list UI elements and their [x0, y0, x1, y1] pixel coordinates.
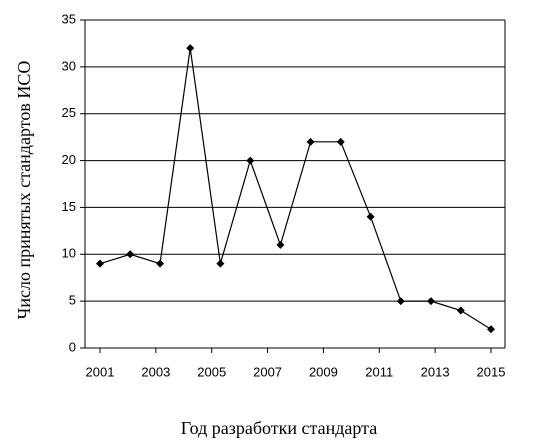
marker [96, 259, 104, 268]
marker [336, 137, 345, 146]
marker [216, 259, 225, 268]
x-tick-label: 2013 [421, 364, 450, 379]
x-tick-label: 2003 [141, 364, 170, 379]
y-tick-label: 30 [62, 58, 76, 73]
marker [156, 259, 165, 268]
x-tick-label: 2005 [197, 364, 226, 379]
x-tick-label: 2007 [253, 364, 282, 379]
x-axis-label: Год разработки стандарта [181, 418, 377, 438]
marker [186, 44, 195, 53]
marker [487, 325, 495, 334]
y-tick-label: 35 [62, 11, 76, 26]
line [99, 48, 492, 330]
y-tick-label: 5 [69, 293, 76, 308]
marker [426, 297, 435, 306]
marker [126, 250, 135, 259]
marker [276, 240, 285, 249]
marker [456, 306, 465, 315]
x-tick-label: 2011 [365, 364, 393, 379]
y-tick-label: 15 [62, 199, 76, 214]
marker [396, 297, 405, 306]
x-tick-label: 2009 [309, 364, 338, 379]
marker [306, 137, 315, 146]
y-tick-label: 0 [69, 339, 76, 354]
x-tick-label: 2001 [86, 364, 115, 379]
y-tick-label: 10 [62, 246, 76, 261]
marker [246, 156, 255, 165]
marker [366, 212, 375, 221]
y-axis-label: Число принятых стандартов ИСО [14, 61, 34, 320]
y-tick-label: 20 [62, 152, 76, 167]
y-tick-label: 25 [62, 105, 76, 120]
x-tick-label: 2015 [477, 364, 506, 379]
